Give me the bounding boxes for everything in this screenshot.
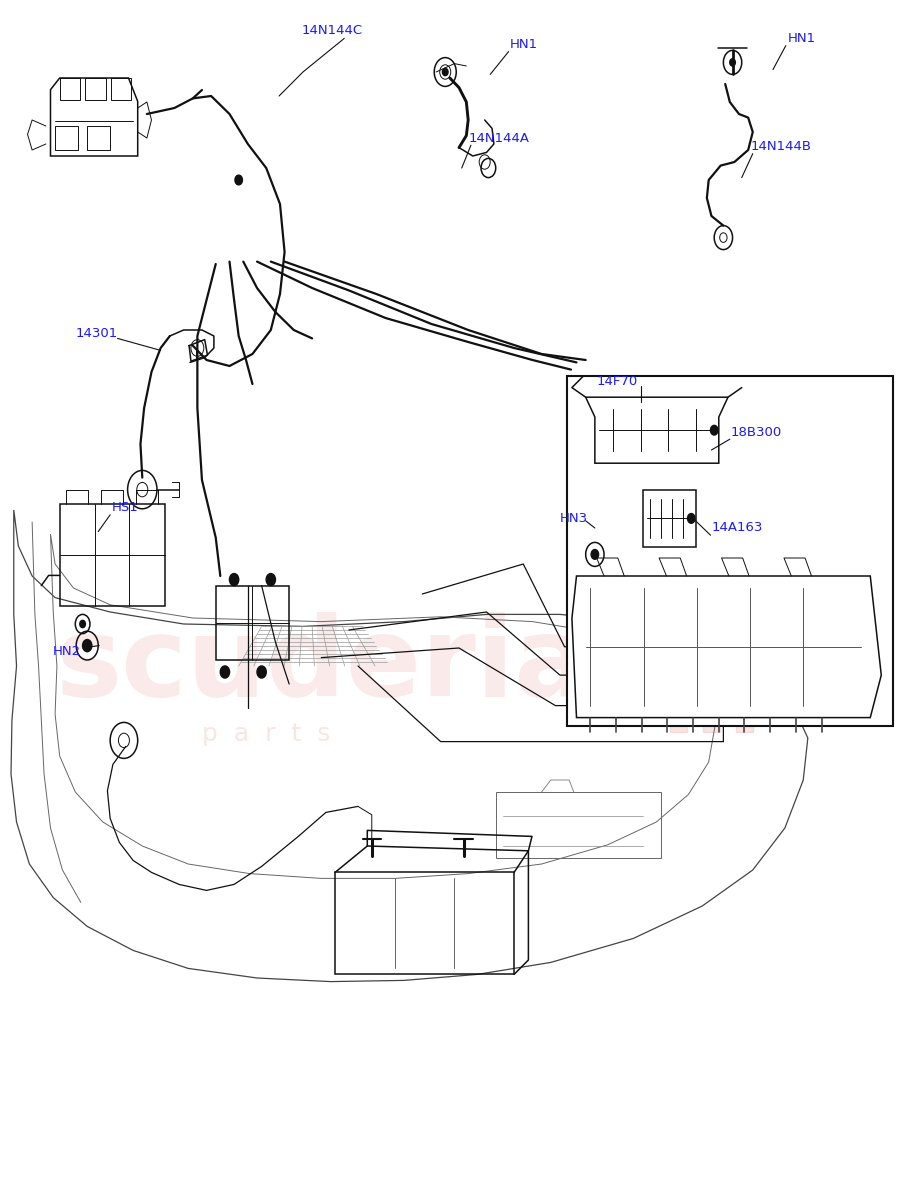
Text: HN1: HN1	[509, 38, 538, 50]
Text: HN2: HN2	[53, 646, 82, 658]
Text: scuderia: scuderia	[55, 612, 589, 720]
Bar	[687, 602, 703, 624]
Circle shape	[591, 550, 599, 559]
Circle shape	[266, 574, 275, 586]
Bar	[216, 586, 289, 660]
Bar	[87, 126, 110, 150]
Bar	[736, 624, 753, 646]
Bar	[736, 710, 753, 732]
Circle shape	[688, 514, 695, 523]
Bar	[111, 78, 131, 100]
Bar	[670, 667, 687, 689]
Bar	[55, 126, 78, 150]
Bar	[703, 624, 720, 646]
Circle shape	[230, 574, 239, 586]
Text: HN1: HN1	[788, 32, 816, 44]
Bar	[687, 646, 703, 667]
Bar	[703, 667, 720, 689]
Text: 14N144B: 14N144B	[751, 140, 812, 152]
Text: 14A163: 14A163	[711, 522, 763, 534]
Bar	[670, 710, 687, 732]
Text: p  a  r  t  s: p a r t s	[202, 722, 330, 746]
Text: 14301: 14301	[75, 328, 118, 340]
Text: 14F70: 14F70	[597, 376, 638, 388]
Bar	[670, 624, 687, 646]
Bar	[687, 689, 703, 710]
Bar	[703, 710, 720, 732]
Circle shape	[235, 175, 242, 185]
Bar	[720, 602, 736, 624]
Bar	[736, 667, 753, 689]
Circle shape	[80, 620, 85, 628]
Bar	[753, 602, 769, 624]
Bar	[753, 689, 769, 710]
Text: 18B300: 18B300	[731, 426, 782, 438]
Circle shape	[730, 59, 735, 66]
Bar	[720, 646, 736, 667]
Text: 14N144A: 14N144A	[468, 132, 529, 144]
Bar	[85, 78, 106, 100]
Circle shape	[257, 666, 266, 678]
Text: HN3: HN3	[560, 512, 588, 524]
Text: HS1: HS1	[112, 502, 139, 514]
Circle shape	[442, 68, 448, 76]
Bar	[60, 78, 80, 100]
Bar	[335, 872, 514, 974]
Bar	[60, 504, 165, 606]
Bar	[720, 689, 736, 710]
Circle shape	[83, 640, 92, 652]
Circle shape	[711, 426, 718, 434]
Circle shape	[220, 666, 230, 678]
Bar	[753, 646, 769, 667]
Text: 14N144C: 14N144C	[301, 24, 363, 36]
Bar	[567, 376, 893, 726]
Bar	[496, 792, 661, 858]
